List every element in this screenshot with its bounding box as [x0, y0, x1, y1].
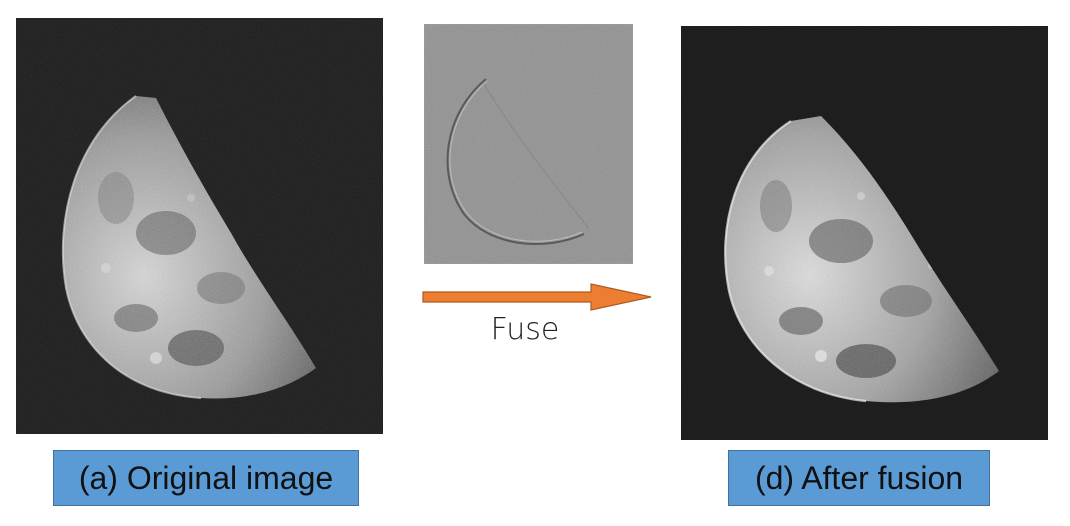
- original-image-panel: [16, 18, 383, 434]
- fused-image-caption: (d) After fusion: [728, 450, 990, 506]
- original-moon-image: [16, 18, 383, 434]
- detail-layer-panel: [424, 24, 633, 264]
- fuse-label: Fuse: [490, 312, 560, 347]
- original-image-caption: (a) Original image: [53, 450, 359, 506]
- detail-layer-image: [424, 24, 633, 264]
- fused-moon-image: [681, 26, 1048, 440]
- fused-image-panel: [681, 26, 1048, 440]
- fuse-arrow: [422, 283, 652, 311]
